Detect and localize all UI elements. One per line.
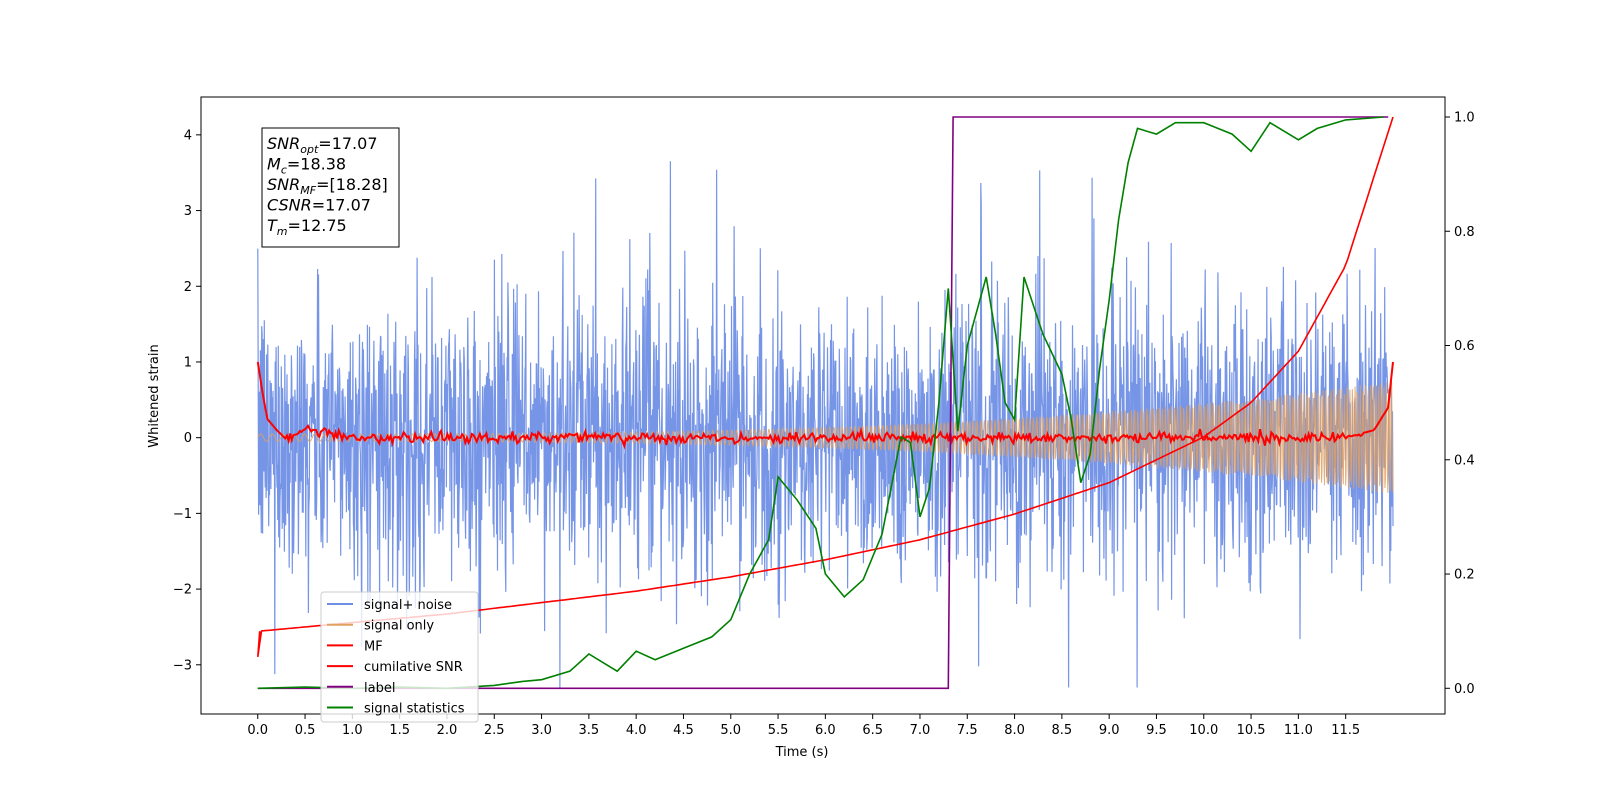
y-axis-title: Whitened strain — [147, 344, 162, 447]
legend-item-signal-noise[interactable]: signal+ noise — [327, 598, 452, 613]
y2-tick-label: 1.0 — [1454, 110, 1475, 125]
x-tick-label: 9.5 — [1146, 723, 1167, 738]
legend-label: MF — [364, 639, 383, 654]
annotation-line: Mc=18.38 — [267, 155, 346, 177]
series-label — [257, 116, 1389, 690]
x-tick-label: 11.5 — [1331, 723, 1360, 738]
legend-frame — [320, 591, 479, 723]
y-tick-label: −3 — [173, 658, 192, 673]
series-signal-statistics — [257, 116, 1384, 690]
x-tick-label: 4.5 — [673, 723, 694, 738]
legend-label: signal only — [364, 619, 434, 634]
x-tick-label: 6.5 — [862, 723, 883, 738]
annotation-line: SNRopt=17.07 — [267, 134, 378, 156]
x-tick-label: 2.5 — [484, 723, 505, 738]
x-tick-label: 3.5 — [579, 723, 600, 738]
legend-item-signal-only[interactable]: signal only — [327, 619, 434, 634]
x-tick-label: 8.0 — [1004, 723, 1025, 738]
x-tick-label: 7.5 — [957, 723, 978, 738]
x-tick-label: 0.0 — [247, 723, 268, 738]
y-tick-label: 0 — [184, 431, 192, 446]
legend[interactable]: signal+ noise signal only MF cumilative SNR… — [320, 591, 479, 723]
y-tick-label: −2 — [173, 583, 192, 598]
y-tick-label: 3 — [184, 204, 192, 219]
y2-tick-label: 0.2 — [1454, 568, 1475, 583]
x-tick-label: 10.0 — [1189, 723, 1218, 738]
x-tick-label: 3.0 — [531, 723, 552, 738]
legend-label: signal statistics — [364, 702, 465, 717]
annotation-box: SNRopt=17.07Mc=18.38SNRMF=[18.28]CSNR=17… — [261, 127, 400, 248]
x-tick-label: 5.5 — [768, 723, 789, 738]
y-tick-label: 4 — [184, 128, 192, 143]
x-tick-label: 1.0 — [342, 723, 363, 738]
x-tick-label: 0.5 — [295, 723, 316, 738]
x-tick-label: 8.5 — [1052, 723, 1073, 738]
annotation-line: SNRMF=[18.28] — [267, 175, 388, 197]
x-tick-label: 5.0 — [720, 723, 741, 738]
x-tick-label: 1.5 — [389, 723, 410, 738]
x-tick-label: 9.0 — [1099, 723, 1120, 738]
y2-tick-label: 0.4 — [1454, 453, 1475, 468]
series-mf — [256, 361, 1394, 450]
annotation-line: Tm=12.75 — [267, 216, 347, 238]
y-tick-label: 1 — [184, 355, 192, 370]
y2-tick-label: 0.6 — [1454, 339, 1475, 354]
legend-item-mf[interactable]: MF — [327, 639, 383, 654]
y2-tick-label: 0.0 — [1454, 682, 1475, 697]
x-tick-label: 11.0 — [1284, 723, 1313, 738]
legend-label: signal+ noise — [364, 598, 452, 613]
axes: 0.0 0.5 1.0 1.5 2.0 2.5 3.0 3.5 4.0 4.5 5.0 5.5 6.0 6… — [173, 96, 1475, 738]
x-tick-label: 10.5 — [1237, 723, 1266, 738]
y-tick-label: −1 — [173, 507, 192, 522]
axes-frame — [200, 96, 1446, 715]
y-tick-label: 2 — [184, 280, 192, 295]
x-tick-label: 6.0 — [815, 723, 836, 738]
x-axis-title: Time (s) — [775, 745, 829, 760]
annotation-line: CSNR=17.07 — [267, 196, 371, 215]
legend-item-signal-statistics[interactable]: signal statistics — [327, 702, 465, 717]
annotation-frame — [261, 127, 400, 248]
legend-label: label — [364, 681, 395, 696]
x-tick-label: 7.0 — [910, 723, 931, 738]
legend-item-cumilative-snr[interactable]: cumilative SNR — [327, 660, 463, 675]
y2-tick-label: 0.8 — [1454, 225, 1475, 240]
legend-item-label[interactable]: label — [327, 681, 395, 696]
legend-label: cumilative SNR — [364, 660, 463, 675]
x-tick-label: 4.0 — [626, 723, 647, 738]
x-tick-label: 2.0 — [437, 723, 458, 738]
